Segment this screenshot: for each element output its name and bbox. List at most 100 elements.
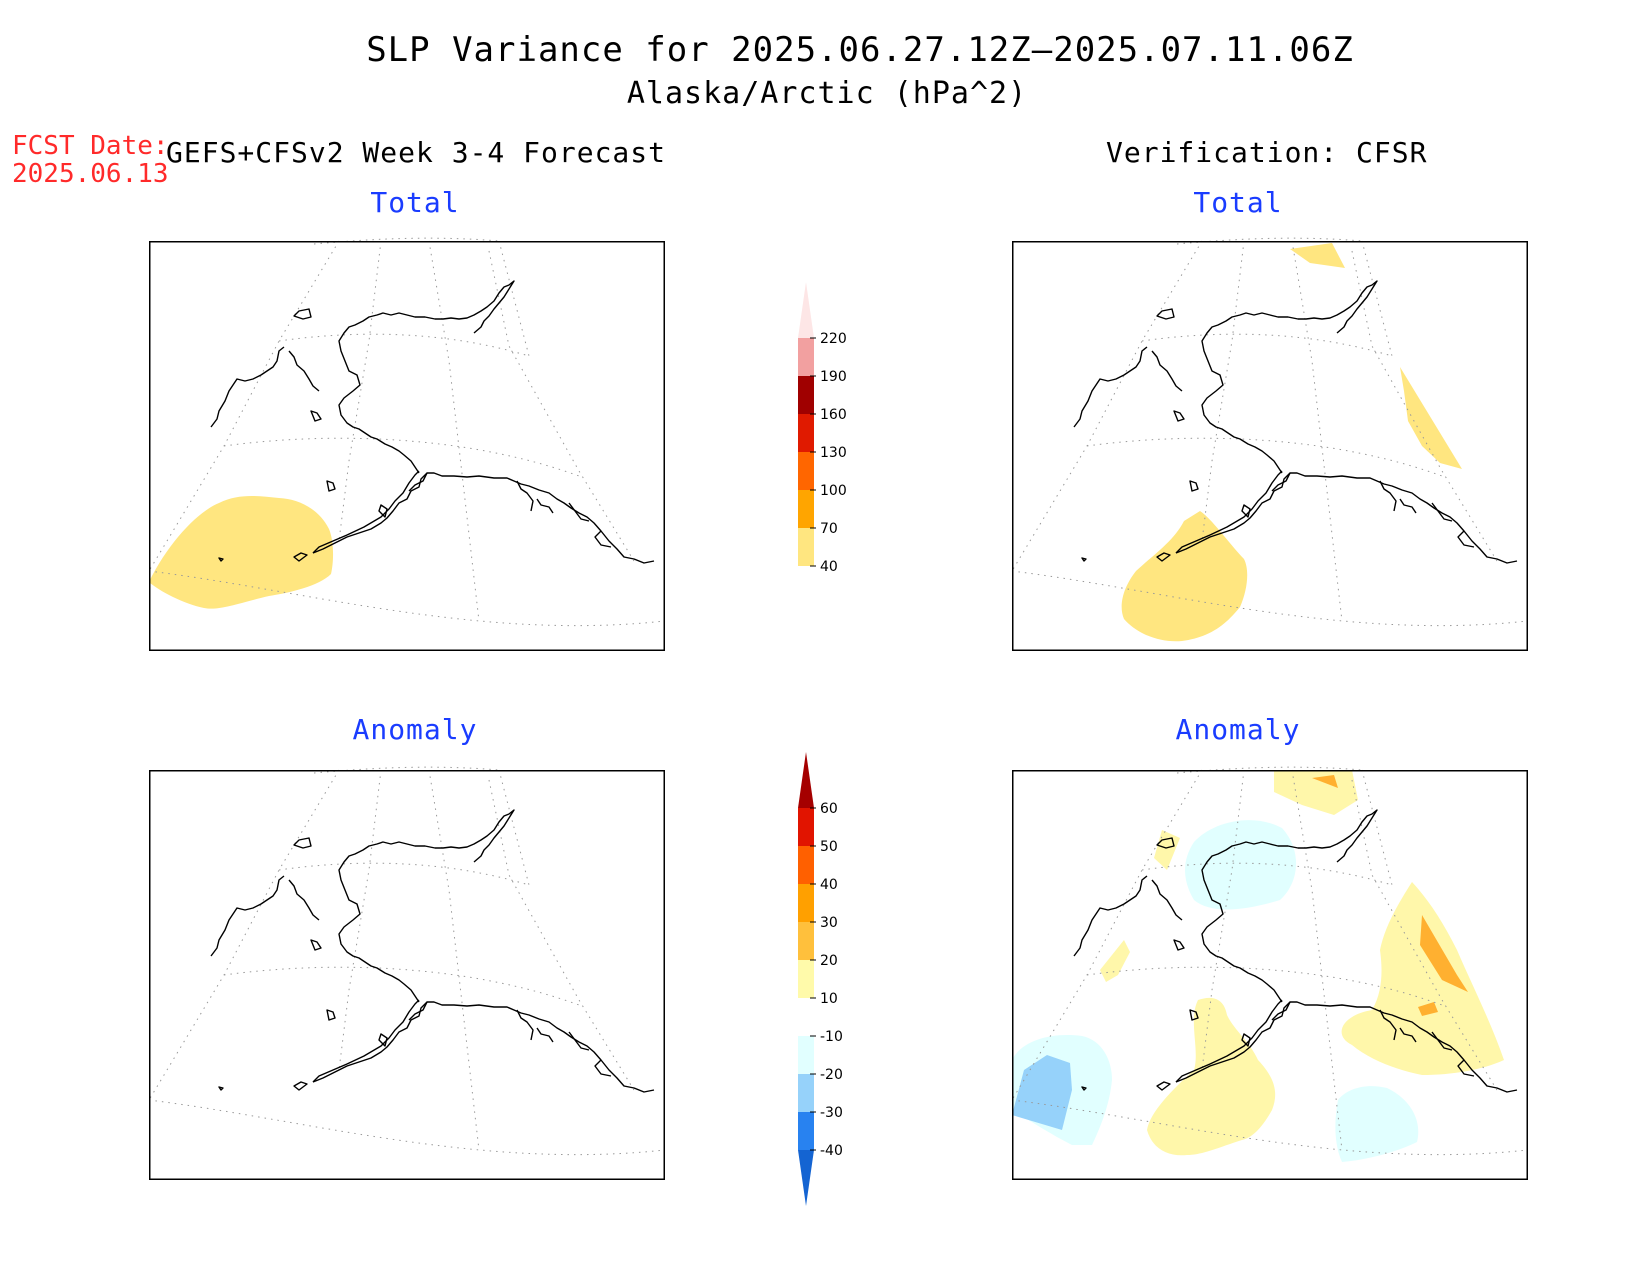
coastline [1173,410,1185,422]
graticule-line [1086,966,1443,1006]
fcst-date-value: 2025.06.13 [12,159,169,189]
graticule-line [1086,437,1443,477]
colorbar-box [798,282,814,338]
coastline [1175,472,1518,564]
panel-label-verification-total: Total [1193,186,1283,219]
variance-shading [149,495,334,609]
coastline [1073,346,1148,428]
chart-title: SLP Variance for 2025.06.27.12Z—2025.07.… [366,30,1354,70]
coastline [1457,1059,1475,1077]
coastline [210,346,285,428]
graticule-line [428,240,480,622]
variance-shading [1121,511,1248,642]
graticule-line [488,250,635,562]
coastline [1271,1001,1291,1021]
coastline [293,837,312,849]
graticule-line [1141,333,1393,357]
graticule-line [1141,862,1393,886]
coastline [1156,1081,1171,1091]
coastline [1173,939,1185,951]
coastline [326,480,336,492]
graticule-line [223,437,580,477]
colorbar-tick-label: 30 [820,915,838,931]
colorbar-total: 220 190 160 130 100 70 40 [798,282,847,575]
colorbar-box [798,1074,814,1112]
colorbar-box [798,752,814,808]
graticule-line [1361,240,1393,357]
coastline [338,280,515,474]
panel-label-forecast-total: Total [370,186,460,219]
coastline [312,470,420,554]
colorbar-tick-label: 190 [820,369,847,385]
colorbar-tick-label: -10 [820,1029,843,1045]
coastline [1151,879,1183,921]
forecast-header: GEFS+CFSv2 Week 3-4 Forecast [166,136,667,169]
colorbar-box [798,998,814,1036]
anomaly-shading [1341,882,1504,1075]
coastline [594,530,612,548]
graticule-line [278,862,530,886]
coastline [1379,480,1397,512]
coastline [1156,308,1175,320]
graticule-line [1011,240,1203,572]
coastline [326,1009,336,1021]
coastline [594,1059,612,1077]
graticule-line [148,240,340,572]
variance-shading [1290,243,1345,268]
colorbar-box [798,808,814,846]
coastline [378,504,388,518]
coastline [293,308,312,320]
anomaly-shading [1100,940,1130,982]
coastline [1073,875,1148,957]
coastline [568,502,590,522]
colorbar-tick-label: -20 [820,1067,843,1083]
coastline [408,472,428,492]
anomaly-shading [1012,1055,1072,1130]
graticule-line [1291,769,1343,1151]
coastline [1189,480,1199,492]
coastline [1156,837,1175,849]
coastline [1457,530,1475,548]
anomaly-shading [1418,1002,1438,1016]
colorbar-tick-label: 10 [820,991,838,1007]
coastline [338,809,515,1003]
colorbar-tick-label: 40 [820,877,838,893]
colorbar-tick-label: 70 [820,521,838,537]
alaska-basemap [148,237,666,627]
coastline [218,1086,224,1091]
colorbar-box [798,338,814,376]
colorbar-tick-label: 160 [820,407,847,423]
graticule-line [223,966,580,1006]
coastline [218,557,224,562]
coastline [293,552,308,562]
graticule-line [498,769,530,886]
colorbar-tick-label: -40 [820,1143,843,1159]
colorbar-box [798,922,814,960]
map-panel-verification-anomaly [1011,766,1529,1180]
anomaly-shading [1274,770,1358,815]
colorbar-box [798,414,814,452]
coastline [310,939,322,951]
colorbar-box [798,1112,814,1150]
map-panel-verification-total [1011,237,1529,651]
colorbar-box [798,376,814,414]
graticule-line [1011,570,1529,627]
map-panel-forecast-anomaly [148,766,666,1180]
coastline [1081,1086,1087,1091]
graticule-line [1011,769,1203,1101]
graticule-line [1351,779,1498,1091]
graticule-line [428,769,480,1151]
graticule-line [1176,766,1363,774]
coastline [312,999,420,1083]
coastline [1175,1001,1518,1093]
colorbar-box [798,452,814,490]
graticule-line [313,237,500,245]
coastline [378,1033,388,1047]
coastline [536,1027,554,1043]
coastline [1201,809,1378,1003]
coastline [1431,502,1453,522]
graticule-line [338,240,382,542]
coastline [1379,1009,1397,1041]
colorbar-tick-label: -30 [820,1105,843,1121]
coastline [1201,280,1378,474]
